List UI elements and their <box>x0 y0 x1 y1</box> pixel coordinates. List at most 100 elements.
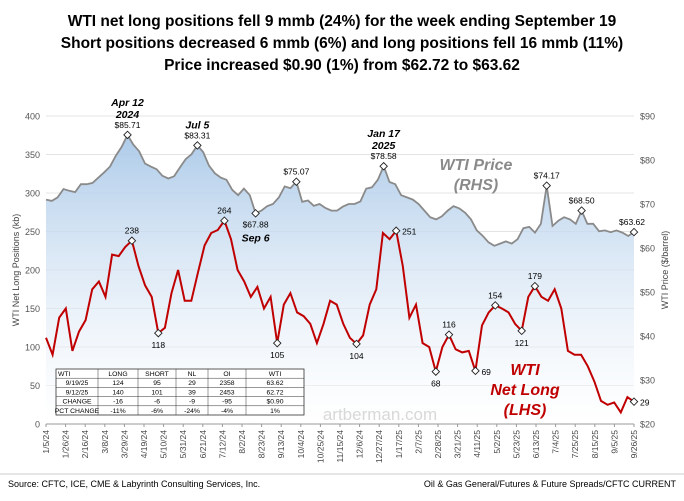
table-cell: 95 <box>153 380 161 387</box>
point-note: Jul 5 <box>185 119 209 131</box>
table-cell: 140 <box>112 389 124 396</box>
point-note: Apr 12 <box>110 97 144 109</box>
axes: 0 50 100 150 200 250 300 350 400 $20 $30 $40 $50 $60 $… <box>11 112 670 464</box>
x-tick-label: 10/25/24 <box>315 430 325 463</box>
x-tick-label: 5/10/24 <box>159 430 169 459</box>
x-tick-label: 12/6/24 <box>355 430 365 459</box>
point-label: $63.62 <box>619 217 645 227</box>
x-tick-label: 11/15/24 <box>335 430 345 463</box>
x-tick-label: 5/31/24 <box>178 430 188 459</box>
point-marker <box>220 216 229 226</box>
x-tick-label: 3/21/25 <box>453 430 463 459</box>
table-cell: 39 <box>188 389 196 396</box>
x-tick-label: 2/16/24 <box>80 430 90 459</box>
point-label: 179 <box>528 271 542 281</box>
right-tick-label: $70 <box>640 200 655 210</box>
table-header-cell: WTI <box>58 371 71 378</box>
net-long-series-label: Net Long <box>490 382 560 399</box>
table-header-cell: LONG <box>108 371 127 378</box>
point-marker <box>193 141 202 150</box>
right-tick-label: $50 <box>640 288 655 298</box>
point-note: Jan 17 <box>367 128 401 140</box>
point-label: 69 <box>481 367 491 377</box>
table-cell: 1% <box>270 408 280 415</box>
table-cell: 9/19/25 <box>66 380 89 387</box>
table-cell: 62.72 <box>266 389 283 396</box>
net-long-series-label: (LHS) <box>504 402 547 419</box>
x-tick-label: 5/23/25 <box>511 430 521 459</box>
point-label: 118 <box>152 340 166 350</box>
table-cell: -24% <box>184 408 200 415</box>
table-cell: -9 <box>189 399 195 406</box>
right-tick-label: $30 <box>640 376 655 386</box>
x-tick-label: 9/5/25 <box>609 430 619 454</box>
point-label: 105 <box>270 350 284 360</box>
table-cell: $0.90 <box>266 399 283 406</box>
point-label: $83.31 <box>184 130 210 140</box>
net-long-series-label: WTI <box>510 362 540 379</box>
x-tick-label: 10/4/24 <box>296 430 306 459</box>
point-label: 238 <box>125 226 139 236</box>
point-label: $78.58 <box>371 151 397 161</box>
left-tick-label: 350 <box>25 150 40 160</box>
point-label: 29 <box>640 398 650 408</box>
price-series-label: (RHS) <box>454 177 498 194</box>
x-tick-label: 4/19/24 <box>139 430 149 459</box>
table-cell: 101 <box>151 389 163 396</box>
x-tick-label: 8/2/24 <box>237 430 247 454</box>
point-marker <box>629 227 639 237</box>
x-tick-label: 7/12/24 <box>217 430 227 459</box>
point-marker <box>542 181 551 190</box>
point-note: 2024 <box>115 109 140 121</box>
footer: Source: CFTC, ICE, CME & Labyrinth Consu… <box>0 473 684 489</box>
point-label: $74.17 <box>534 171 560 181</box>
left-tick-label: 400 <box>25 112 40 122</box>
right-tick-label: $60 <box>640 244 655 254</box>
point-marker <box>629 397 639 406</box>
price-area-fill <box>46 134 634 424</box>
table-cell: -11% <box>110 408 125 415</box>
chart-title: WTI net long positions fell 9 mmb (24%) … <box>61 13 623 74</box>
title-line-3: Price increased $0.90 (1%) from $62.72 t… <box>164 57 520 74</box>
x-tick-label: 5/2/25 <box>492 430 502 454</box>
point-marker <box>272 338 282 348</box>
point-label: 154 <box>488 290 502 300</box>
point-marker <box>391 226 401 236</box>
title-line-1: WTI net long positions fell 9 mmb (24%) … <box>68 13 617 30</box>
point-label: 121 <box>515 338 529 348</box>
left-tick-label: 300 <box>25 189 40 199</box>
x-tick-label: 7/25/25 <box>570 430 580 459</box>
point-marker <box>444 330 454 339</box>
point-note: Sep 6 <box>242 232 270 244</box>
point-label: $68.50 <box>569 196 595 206</box>
point-marker <box>431 367 441 376</box>
x-tick-label: 2/7/25 <box>413 430 423 454</box>
point-marker <box>471 366 480 376</box>
point-marker <box>517 326 526 336</box>
summary-table: WTI LONG SHORT NL OI WTI 9/19/25 124 95 29 2358 63.… <box>55 368 305 416</box>
right-tick-label: $40 <box>640 332 655 342</box>
table-frame <box>55 368 305 416</box>
left-tick-label: 100 <box>25 343 40 353</box>
x-tick-label: 3/29/24 <box>119 430 129 459</box>
right-tick-label: $90 <box>640 112 655 122</box>
table-cell: 2453 <box>219 389 234 396</box>
x-tick-label: 2/28/25 <box>433 430 443 459</box>
table-cell: 2358 <box>219 380 234 387</box>
x-tick-label: 9/26/25 <box>629 430 639 459</box>
table-cell: 63.62 <box>266 380 283 387</box>
table-header-cell: WTI <box>269 371 282 378</box>
x-tick-label: 1/17/25 <box>394 430 404 459</box>
left-axis-title: WTI Net Long Positions (kb) <box>11 214 21 327</box>
point-marker <box>577 206 586 215</box>
point-label: 104 <box>349 351 363 361</box>
table-cell: -6 <box>154 399 160 406</box>
watermark: artberman.com <box>323 405 437 424</box>
source-right: Oil & Gas General/Futures & Future Sprea… <box>424 479 677 489</box>
table-cell: 124 <box>112 380 124 387</box>
table-cell: 29 <box>188 380 196 387</box>
point-marker <box>123 130 132 140</box>
